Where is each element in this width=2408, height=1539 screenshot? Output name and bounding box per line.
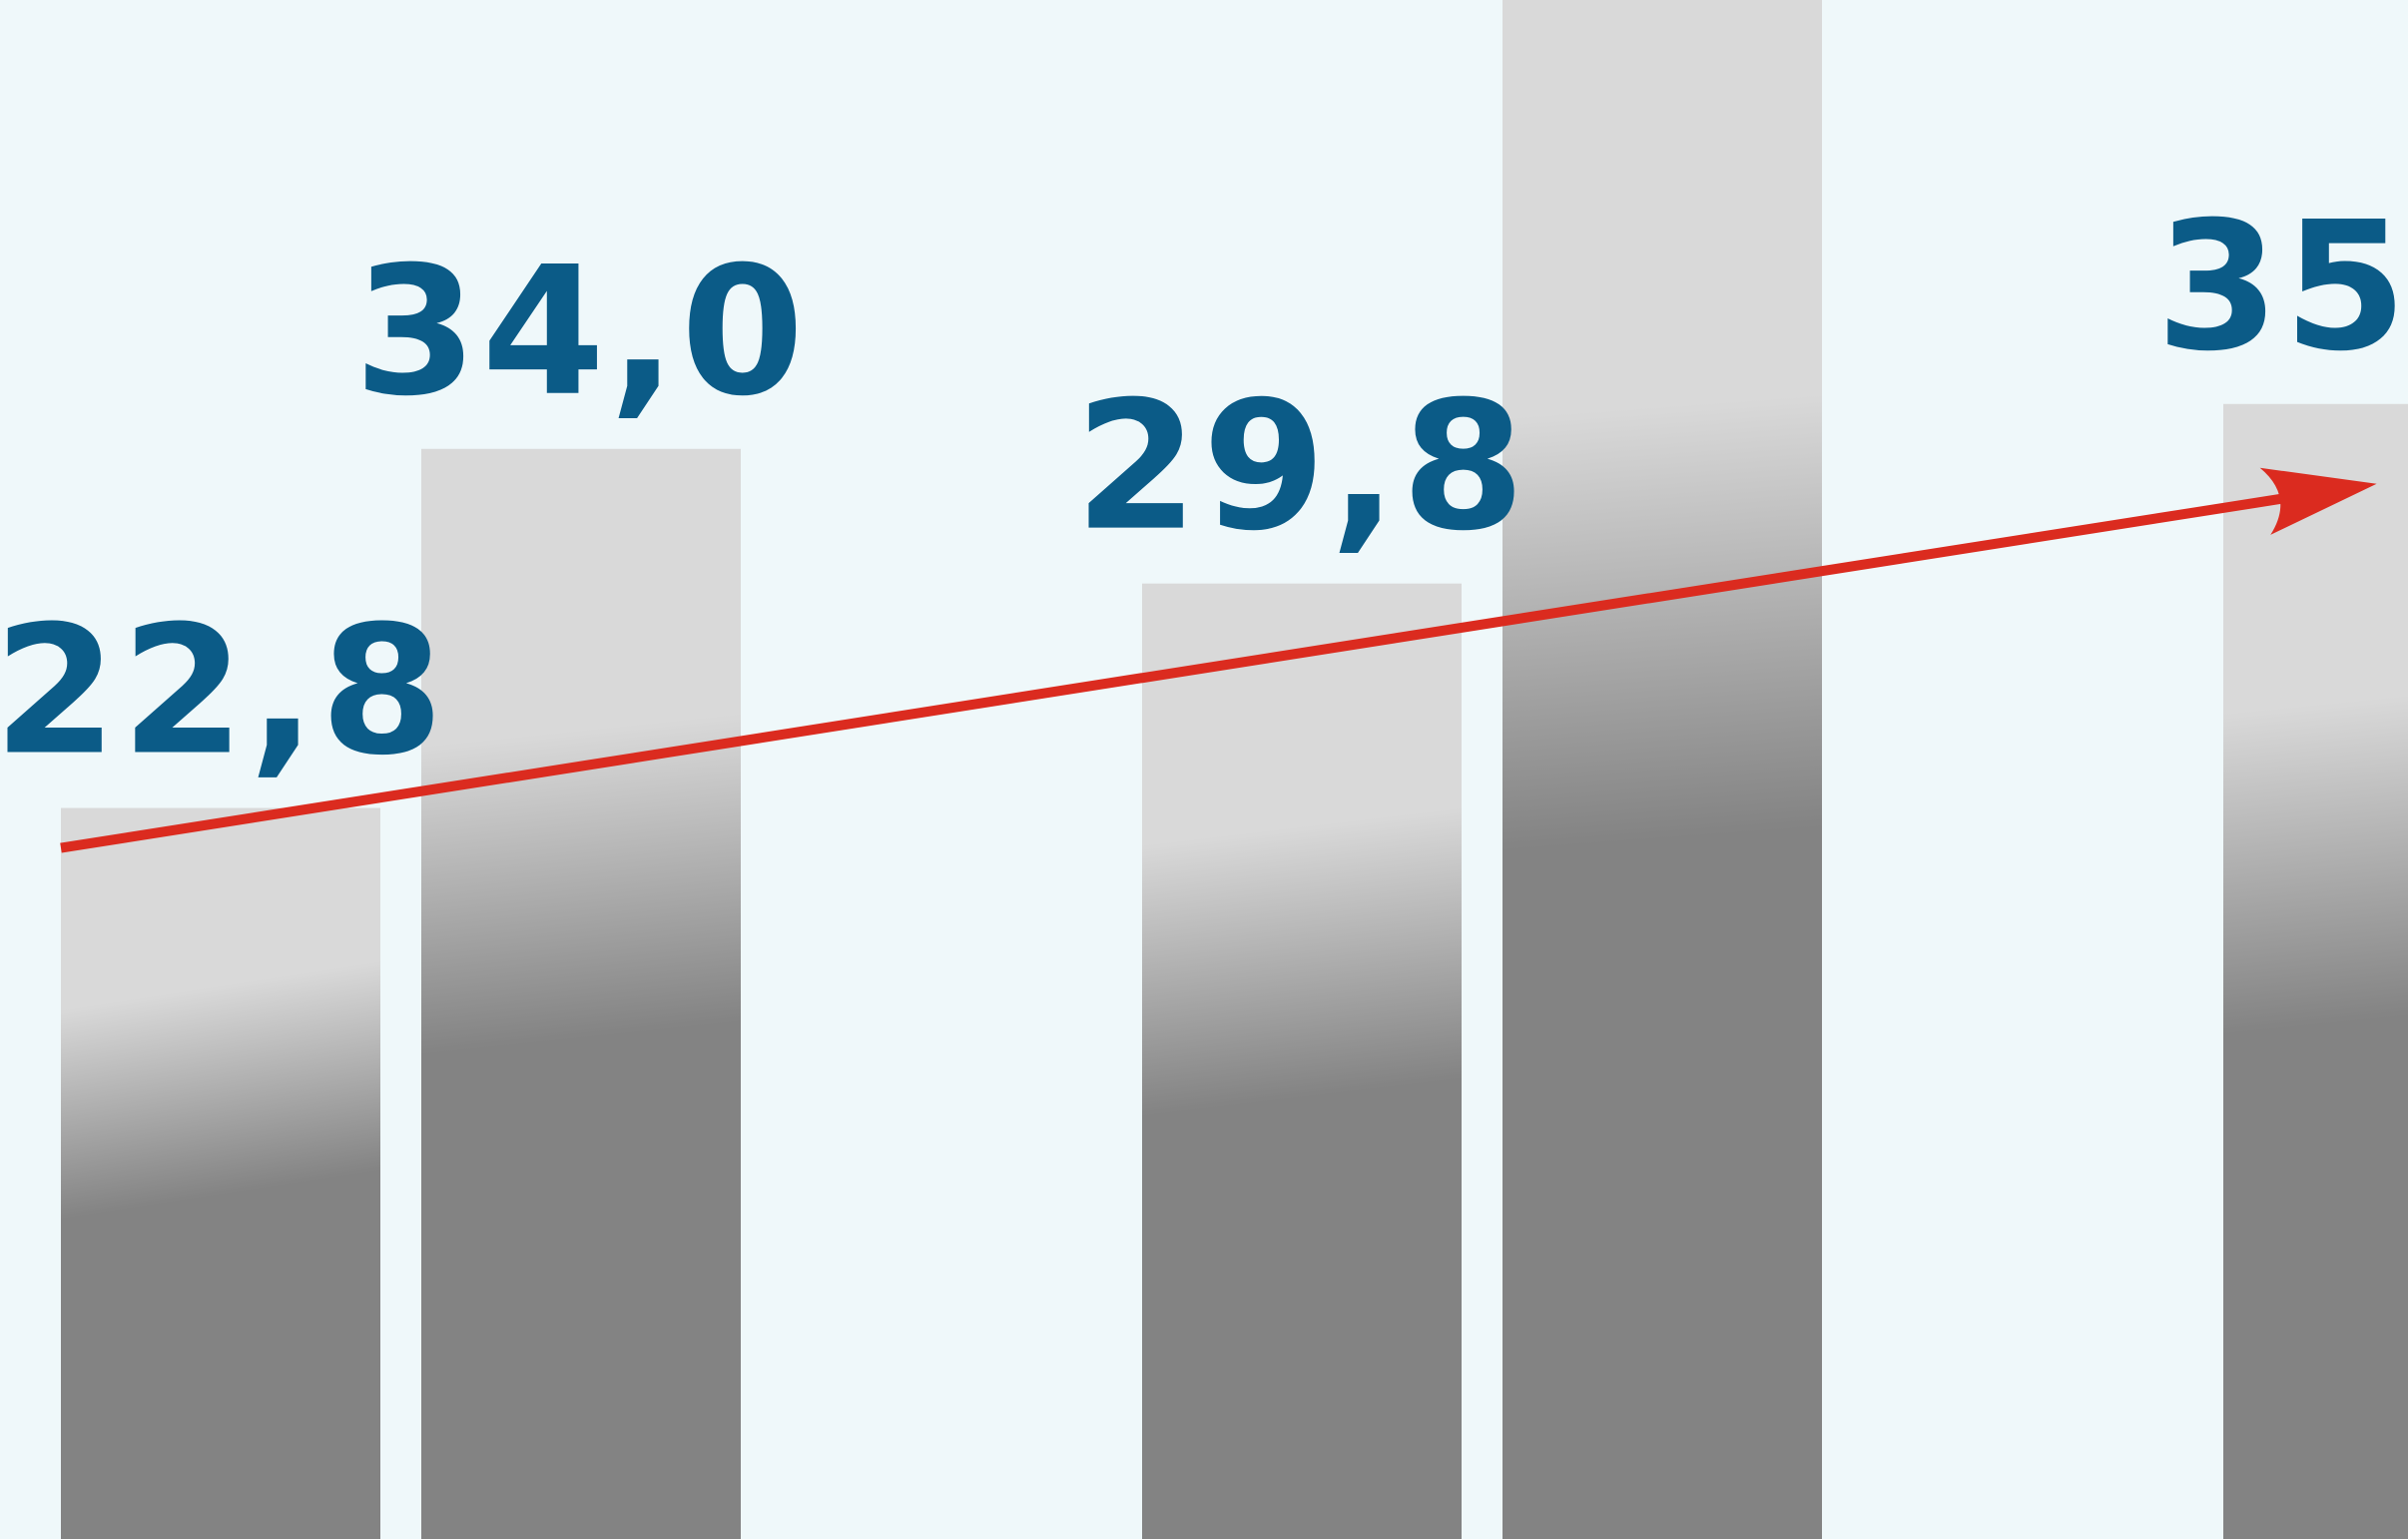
data-label: 34,0 — [353, 229, 808, 435]
data-label: 35,4 — [2155, 184, 2408, 390]
bar — [1142, 583, 1462, 1539]
trend-arrow-group — [60, 467, 2377, 853]
data-label: 22,8 — [0, 588, 448, 794]
bar — [61, 807, 380, 1539]
data-label: 29,8 — [1074, 363, 1528, 570]
trend-arrow-head — [2259, 467, 2377, 535]
bars-group — [61, 0, 2408, 1539]
data-labels-group: 22,8 34,0 29,8 35,4 — [0, 184, 2408, 794]
bar — [2223, 403, 2408, 1539]
trend-arrow-line — [60, 492, 2294, 853]
bar — [1503, 0, 1822, 1539]
bar — [421, 448, 741, 1539]
